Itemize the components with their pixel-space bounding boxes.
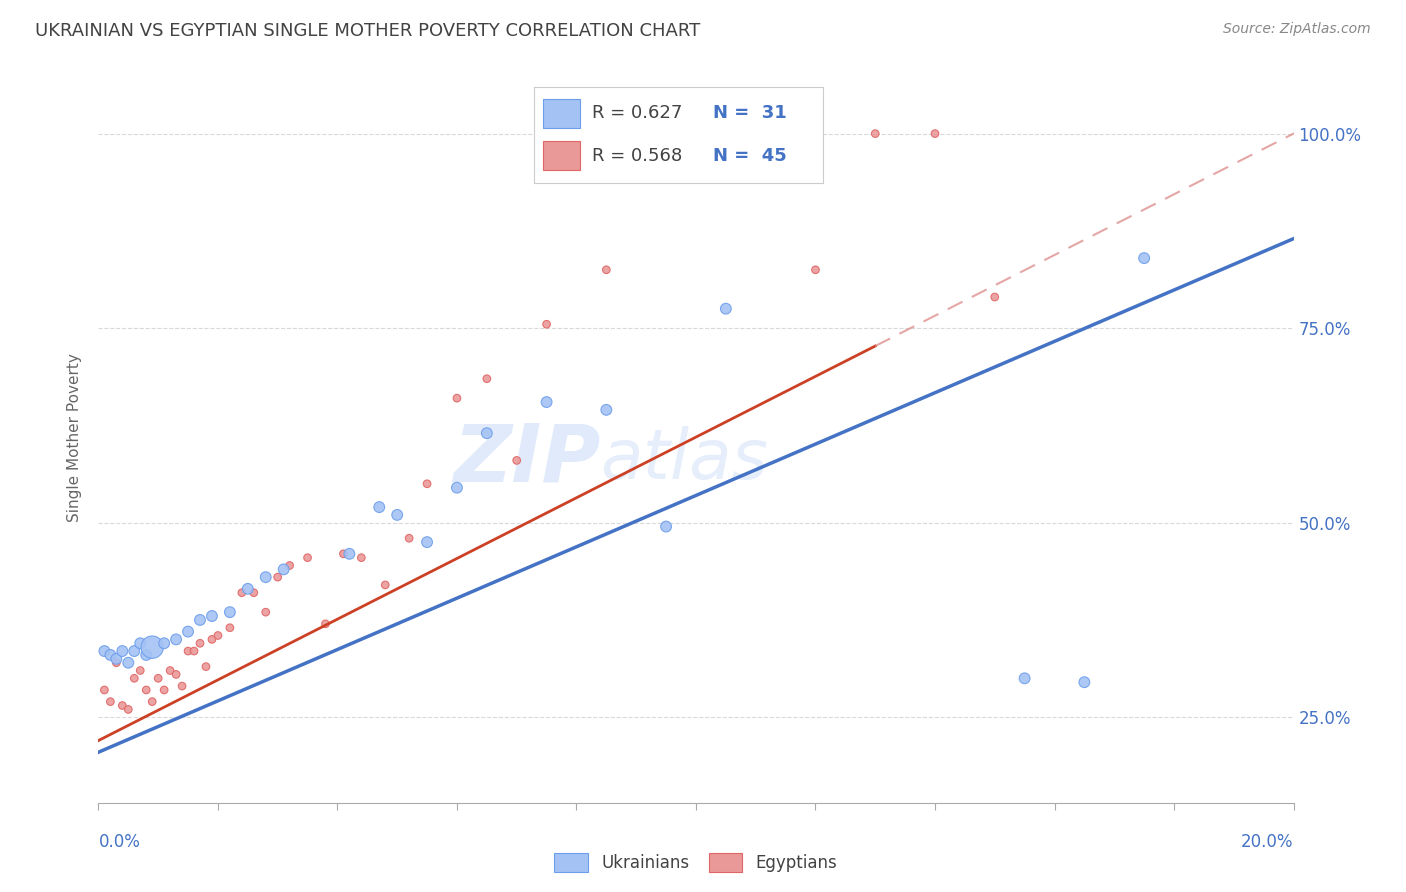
Point	[339, 547, 361, 561]
Point	[595, 402, 617, 417]
Text: 0.0%: 0.0%	[98, 833, 141, 851]
Point	[416, 476, 439, 491]
Point	[129, 636, 152, 650]
Point	[278, 558, 301, 573]
Point	[243, 585, 266, 599]
Point	[135, 683, 157, 698]
Text: Source: ZipAtlas.com: Source: ZipAtlas.com	[1223, 22, 1371, 37]
Point	[111, 698, 134, 713]
Point	[804, 262, 827, 277]
Point	[368, 500, 391, 515]
Point	[105, 656, 128, 670]
Text: R = 0.627: R = 0.627	[592, 104, 682, 122]
Point	[655, 127, 678, 141]
Point	[865, 127, 887, 141]
Text: R = 0.568: R = 0.568	[592, 147, 682, 165]
Point	[159, 664, 181, 678]
Point	[231, 585, 253, 599]
Point	[506, 453, 529, 467]
Point	[219, 621, 242, 635]
Point	[236, 582, 259, 596]
Point	[536, 318, 558, 332]
FancyBboxPatch shape	[543, 99, 581, 128]
Point	[165, 632, 187, 647]
Text: atlas: atlas	[600, 425, 768, 492]
Point	[475, 372, 498, 386]
Point	[385, 508, 409, 522]
Point	[446, 391, 468, 405]
Point	[924, 127, 946, 141]
Point	[655, 519, 678, 533]
Text: N =  45: N = 45	[713, 147, 787, 165]
Point	[105, 652, 128, 666]
Point	[350, 550, 373, 565]
Point	[446, 481, 468, 495]
Point	[267, 570, 290, 584]
Point	[475, 426, 498, 441]
Point	[332, 547, 354, 561]
Point	[714, 301, 737, 316]
Point	[1014, 671, 1036, 685]
Y-axis label: Single Mother Poverty: Single Mother Poverty	[67, 352, 83, 522]
Text: UKRAINIAN VS EGYPTIAN SINGLE MOTHER POVERTY CORRELATION CHART: UKRAINIAN VS EGYPTIAN SINGLE MOTHER POVE…	[35, 22, 700, 40]
Point	[207, 628, 229, 642]
Text: ZIP: ZIP	[453, 420, 600, 498]
Point	[124, 671, 146, 685]
Point	[124, 644, 146, 658]
Point	[595, 262, 617, 277]
FancyBboxPatch shape	[543, 142, 581, 170]
Point	[172, 679, 194, 693]
Point	[254, 570, 277, 584]
Point	[984, 290, 1007, 304]
Point	[745, 127, 768, 141]
Point	[188, 613, 211, 627]
Point	[177, 624, 200, 639]
Point	[188, 636, 211, 650]
Text: N =  31: N = 31	[713, 104, 787, 122]
Point	[129, 664, 152, 678]
Text: 20.0%: 20.0%	[1241, 833, 1294, 851]
Point	[117, 702, 139, 716]
Point	[141, 695, 163, 709]
Point	[685, 127, 707, 141]
Point	[93, 644, 115, 658]
Point	[219, 605, 242, 619]
Point	[254, 605, 277, 619]
Point	[315, 616, 337, 631]
Point	[1073, 675, 1095, 690]
Point	[398, 531, 420, 545]
Point	[416, 535, 439, 549]
Point	[117, 656, 139, 670]
Point	[374, 578, 396, 592]
Point	[98, 648, 122, 662]
Point	[201, 632, 224, 647]
Point	[98, 695, 122, 709]
Point	[536, 395, 558, 409]
Point	[135, 648, 157, 662]
Point	[153, 636, 176, 650]
Point	[195, 659, 218, 673]
Point	[183, 644, 205, 658]
Point	[1133, 251, 1156, 265]
Point	[153, 683, 176, 698]
Point	[273, 562, 295, 576]
Point	[201, 609, 224, 624]
Point	[111, 644, 134, 658]
Point	[297, 550, 319, 565]
Legend: Ukrainians, Egyptians: Ukrainians, Egyptians	[548, 846, 844, 879]
Point	[177, 644, 200, 658]
Point	[93, 683, 115, 698]
Point	[141, 640, 163, 655]
Point	[165, 667, 187, 681]
Point	[148, 671, 170, 685]
